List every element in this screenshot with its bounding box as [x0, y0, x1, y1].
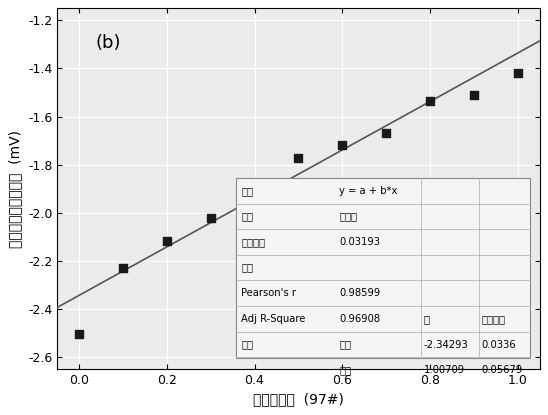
Text: 值: 值 [424, 314, 430, 324]
Point [75, 331, 83, 338]
Text: 公式: 公式 [242, 186, 254, 196]
Text: (b): (b) [96, 34, 121, 51]
Text: 0.03193: 0.03193 [339, 237, 380, 247]
Point [426, 98, 435, 104]
Text: Pearson's r: Pearson's r [242, 288, 296, 298]
Text: 0.0336: 0.0336 [482, 339, 516, 349]
Text: 权重: 权重 [242, 211, 254, 221]
Point [338, 142, 347, 149]
Text: 0.96908: 0.96908 [339, 314, 380, 324]
Point [162, 237, 171, 244]
Text: 总数: 总数 [242, 263, 254, 273]
Point [118, 265, 127, 271]
Text: 1.00709: 1.00709 [424, 365, 465, 375]
Text: 标准误差: 标准误差 [482, 314, 506, 324]
Bar [236, 178, 530, 359]
Text: 斜率: 斜率 [339, 365, 351, 375]
Text: -2.34293: -2.34293 [424, 339, 469, 349]
Point [513, 70, 522, 77]
Text: 0.05679: 0.05679 [482, 365, 523, 375]
Text: y = a + b*x: y = a + b*x [339, 186, 398, 196]
Text: 结算剩余: 结算剩余 [242, 237, 265, 247]
Point [470, 92, 478, 98]
Point [250, 190, 259, 197]
Point [382, 130, 391, 137]
Y-axis label: 首个波谷的幅值衰减  (mV): 首个波谷的幅值衰减 (mV) [8, 130, 22, 248]
Point [294, 154, 303, 161]
Text: 截距: 截距 [339, 339, 351, 349]
Text: Adj R-Square: Adj R-Square [242, 314, 306, 324]
Text: 振幅: 振幅 [242, 339, 254, 349]
Text: 0.98599: 0.98599 [339, 288, 381, 298]
Text: 不加权: 不加权 [339, 211, 357, 221]
Point [206, 214, 215, 221]
X-axis label: 体积分数值  (97#): 体积分数值 (97#) [253, 393, 344, 407]
